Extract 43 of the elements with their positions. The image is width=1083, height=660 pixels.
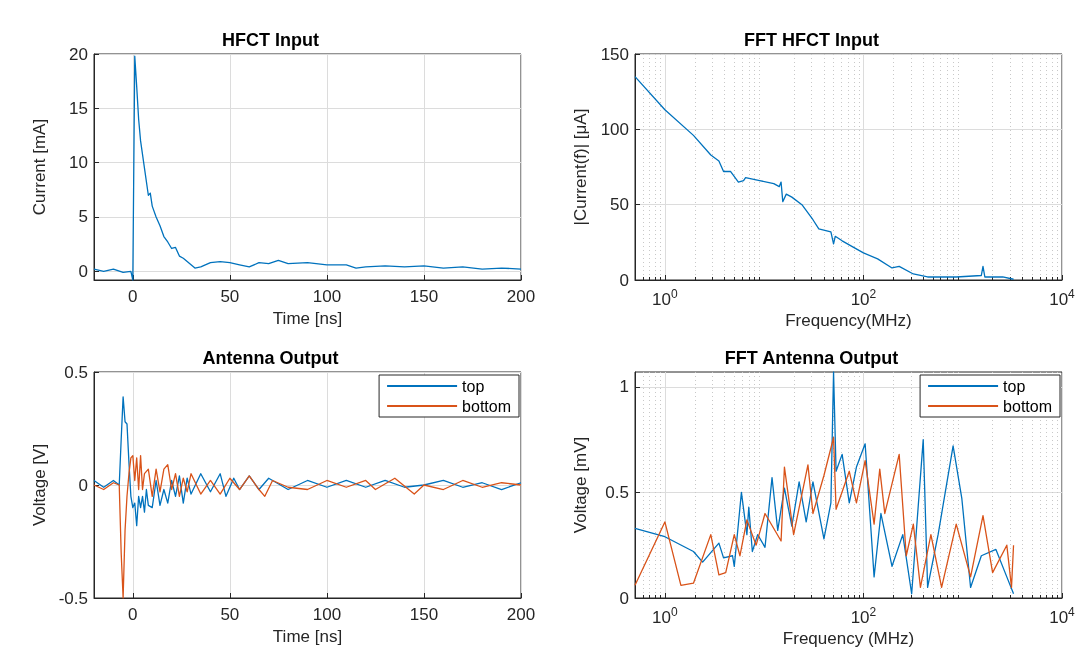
y-tick-label: 0 — [78, 475, 88, 495]
y-tick-label: 0 — [78, 261, 88, 281]
line-series — [93, 55, 522, 281]
x-tick-label: 100 — [312, 287, 342, 306]
x-tick-label: 50 — [220, 287, 240, 306]
y-tick-label: 0.5 — [605, 482, 629, 502]
y-tick-label: 0.5 — [64, 362, 88, 382]
x-tick-label: 150 — [409, 605, 439, 624]
y-axis-title: Voltage [mV] — [571, 436, 590, 534]
x-tick-label: 100 — [312, 605, 342, 624]
y-axis-title: |Current(f)| [μA] — [571, 108, 590, 226]
y-tick-label: 50 — [610, 195, 629, 215]
x-axis-title: Time [ns] — [272, 627, 343, 646]
x-tick-label: 0 — [128, 605, 138, 624]
y-tick-label: 5 — [78, 207, 88, 227]
chart-title: FFT HFCT Input — [744, 30, 879, 50]
x-tick-label: 150 — [409, 287, 439, 306]
x-tick-label: 200 — [506, 287, 536, 306]
chart-title: FFT Antenna Output — [724, 348, 899, 368]
y-tick-label: 0 — [619, 588, 629, 608]
legend-label: top — [1003, 377, 1026, 395]
x-axis-title: Time [ns] — [272, 309, 343, 328]
y-axis-title: Voltage [V] — [29, 443, 49, 527]
legend-label: bottom — [462, 397, 512, 415]
x-tick-label: 200 — [506, 605, 536, 624]
y-tick-label: 15 — [69, 98, 88, 118]
chart-title: HFCT Input — [222, 30, 319, 50]
x-axis-title: Frequency (MHz) — [782, 629, 915, 649]
x-tick-label: 50 — [220, 605, 240, 624]
y-tick-label: 10 — [69, 153, 88, 173]
y-tick-label: 100 — [600, 119, 629, 139]
y-tick-label: -0.5 — [58, 588, 88, 608]
line-series — [93, 396, 522, 527]
y-tick-label: 150 — [600, 44, 629, 64]
y-axis-title: Current [mA] — [30, 118, 49, 216]
y-tick-label: 1 — [619, 377, 629, 397]
legend-label: bottom — [1003, 397, 1053, 415]
y-tick-label: 0 — [619, 270, 629, 290]
x-axis-title: Frequency(MHz) — [785, 311, 912, 331]
x-tick-label: 0 — [128, 287, 138, 306]
y-tick-label: 20 — [69, 44, 88, 64]
legend-label: top — [462, 377, 485, 395]
chart-title: Antenna Output — [202, 348, 339, 368]
